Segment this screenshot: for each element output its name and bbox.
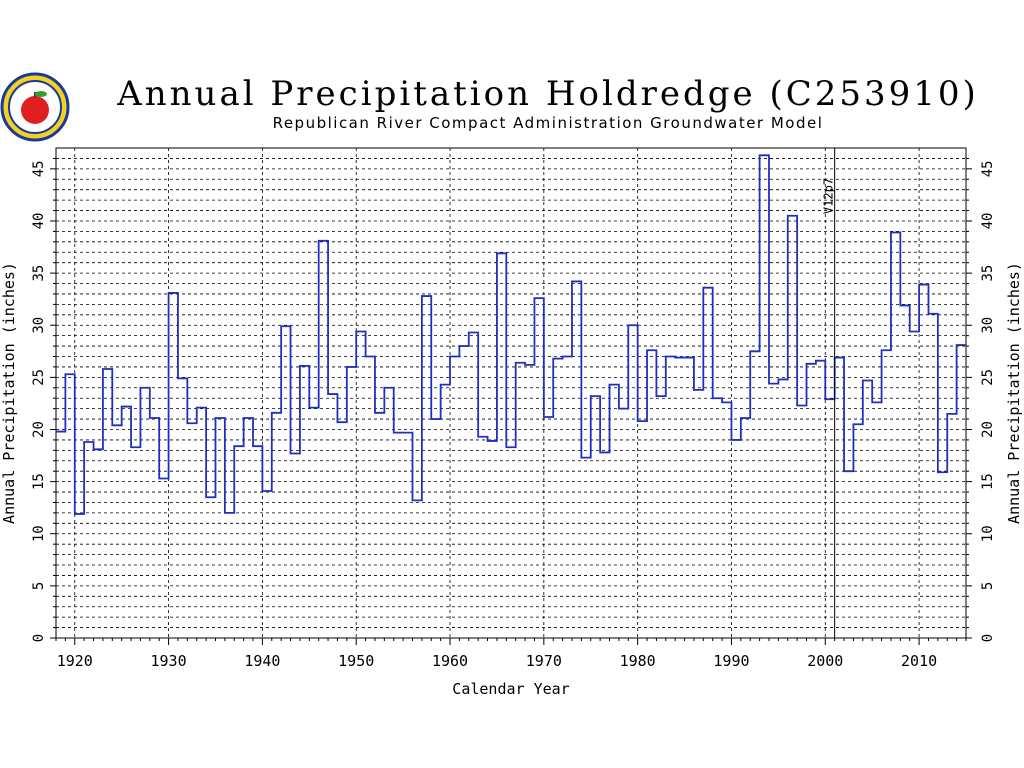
y-tick-label-right: 45 bbox=[980, 160, 996, 177]
y-tick-label-left: 10 bbox=[31, 525, 47, 542]
y-tick-label-right: 10 bbox=[980, 525, 996, 542]
x-tick-label: 1990 bbox=[713, 652, 749, 670]
chart-subtitle: Republican River Compact Administration … bbox=[272, 114, 824, 132]
y-tick-label-right: 25 bbox=[980, 369, 996, 386]
y-tick-label-right: 40 bbox=[980, 213, 996, 230]
y-tick-label-left: 45 bbox=[31, 160, 47, 177]
y-tick-label-right: 30 bbox=[980, 317, 996, 334]
y-tick-label-left: 40 bbox=[31, 213, 47, 230]
x-tick-label: 2010 bbox=[901, 652, 937, 670]
chart-title: Annual Precipitation Holdredge (C253910) bbox=[117, 74, 979, 114]
y-tick-label-left: 30 bbox=[31, 317, 47, 334]
y-axis-label-right: Annual Precipitation (inches) bbox=[1005, 262, 1023, 524]
x-tick-label: 2000 bbox=[807, 652, 843, 670]
annotation-label: V12p7 bbox=[822, 178, 836, 214]
y-tick-label-left: 0 bbox=[31, 634, 47, 642]
y-tick-label-left: 5 bbox=[31, 582, 47, 590]
y-tick-label-right: 0 bbox=[980, 634, 996, 642]
x-axis-label: Calendar Year bbox=[452, 680, 569, 698]
y-tick-label-left: 35 bbox=[31, 265, 47, 282]
x-tick-label: 1950 bbox=[338, 652, 374, 670]
x-tick-label: 1930 bbox=[151, 652, 187, 670]
y-tick-label-left: 15 bbox=[31, 473, 47, 490]
rrca-logo-icon bbox=[0, 72, 70, 142]
plot-frame bbox=[55, 147, 967, 639]
precipitation-step-line bbox=[56, 154, 966, 515]
x-tick-label: 1920 bbox=[57, 652, 93, 670]
x-tick-label: 1970 bbox=[526, 652, 562, 670]
x-tick-label: 1980 bbox=[620, 652, 656, 670]
y-tick-label-left: 25 bbox=[31, 369, 47, 386]
y-tick-label-right: 5 bbox=[980, 582, 996, 590]
x-tick-label: 1960 bbox=[432, 652, 468, 670]
y-axis-label-left: Annual Precipitation (inches) bbox=[0, 262, 18, 524]
x-tick-label: 1940 bbox=[244, 652, 280, 670]
y-tick-label-right: 15 bbox=[980, 473, 996, 490]
y-tick-label-right: 35 bbox=[980, 265, 996, 282]
y-tick-label-left: 20 bbox=[31, 421, 47, 438]
y-tick-label-right: 20 bbox=[980, 421, 996, 438]
